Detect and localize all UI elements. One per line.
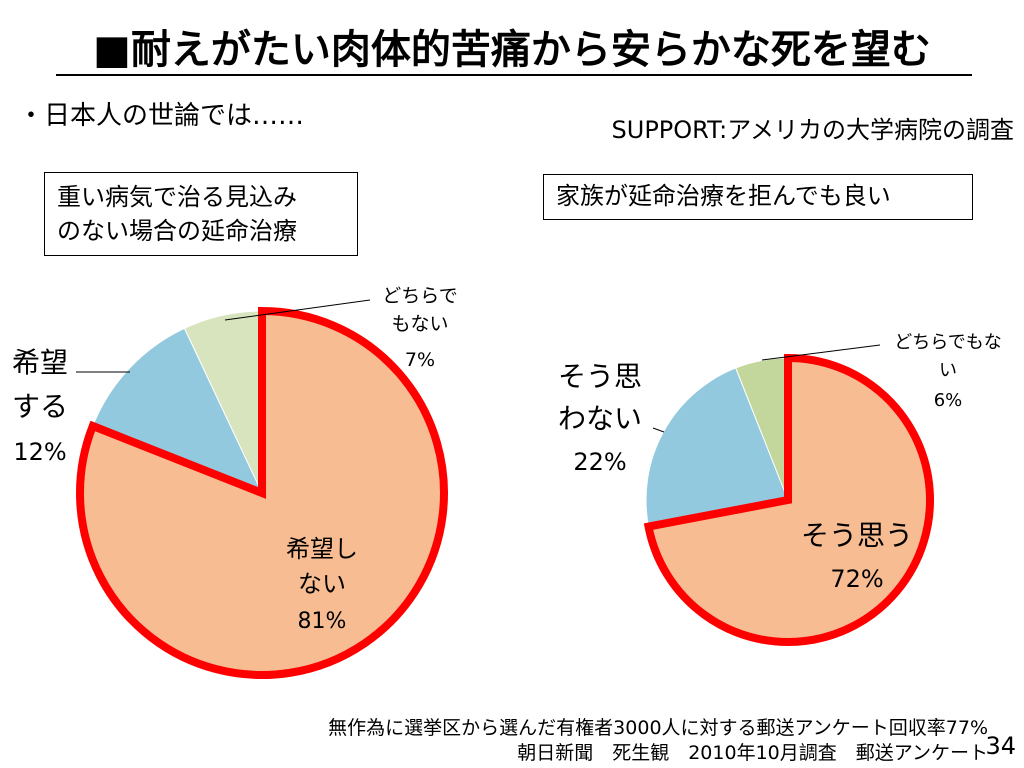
right-neutral-label-line-2: い xyxy=(939,360,957,381)
left-neutral-value: 7% xyxy=(405,349,435,371)
left-no-label-line-2: ない xyxy=(298,570,346,598)
left-yes-value: 12% xyxy=(13,438,66,466)
bullet-text: ・日本人の世論では…… xyxy=(18,101,305,131)
right-no-leader-line xyxy=(652,427,665,433)
left-yes-label-line-1: 希望 xyxy=(12,346,68,379)
left-question-line-2: のない場合の延命治療 xyxy=(57,217,297,245)
left-highlight-outline xyxy=(76,306,448,679)
slide-title: ■耐えがたい肉体的苦痛から安らかな死を望む xyxy=(93,27,931,73)
page-number: 34 xyxy=(985,732,1016,760)
left-neutral-label-line-1: どちらで xyxy=(382,285,457,307)
source-label: SUPPORT:アメリカの大学病院の調査 xyxy=(611,116,1014,144)
left-no-label-line-1: 希望し xyxy=(286,535,358,563)
left-yes-label-line-2: する xyxy=(12,390,68,423)
right-neutral-leader-line xyxy=(761,344,881,361)
right-disagree-label-line-1: そう思 xyxy=(558,360,642,393)
right-neutral-value: 6% xyxy=(934,390,963,411)
left-neutral-label-line-2: もない xyxy=(391,313,448,335)
left-neutral-leader-line xyxy=(224,299,371,321)
title-underline xyxy=(56,74,972,76)
right-disagree-label-line-2: わない xyxy=(558,402,642,435)
footnote-source: 朝日新聞 死生観 2010年10月調査 郵送アンケート xyxy=(517,742,988,764)
right-highlight-outline xyxy=(643,353,934,646)
left-pie-slice-1 xyxy=(92,327,263,494)
footnote-survey-method: 無作為に選挙区から選んだ有権者3000人に対する郵送アンケート回収率77% xyxy=(328,717,988,739)
right-question-line-1: 家族が延命治療を拒んでも良い xyxy=(556,182,891,210)
left-question-line-1: 重い病気で治る見込み xyxy=(57,183,297,211)
right-agree-value: 72% xyxy=(830,565,883,593)
right-agree-label: そう思う xyxy=(801,519,913,552)
right-pie-chart xyxy=(643,353,934,646)
right-chart-question-box: 家族が延命治療を拒んでも良い xyxy=(543,174,973,220)
right-neutral-label-line-1: どちらでもな xyxy=(894,332,1001,353)
left-chart-question-box: 重い病気で治る見込み のない場合の延命治療 xyxy=(44,172,358,256)
left-pie-chart xyxy=(76,306,448,679)
right-disagree-value: 22% xyxy=(573,448,626,476)
left-no-value: 81% xyxy=(298,609,347,634)
